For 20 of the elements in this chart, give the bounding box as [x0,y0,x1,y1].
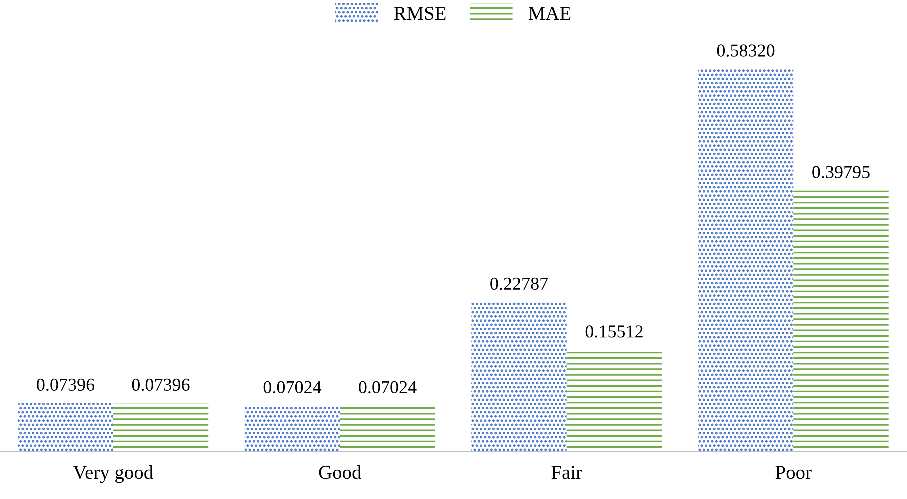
x-tick-label: Poor [776,466,812,480]
bar [18,403,114,452]
data-label: 0.07396 [37,378,95,392]
legend-label: RMSE [394,7,446,20]
bar [698,68,794,452]
data-label: 0.07024 [359,381,417,394]
data-label: 0.22787 [490,278,548,290]
data-label: 0.07396 [132,378,190,392]
bar [244,406,340,452]
bar [472,302,567,452]
data-label: 0.58320 [717,44,775,57]
data-label: 0.39795 [812,166,870,179]
data-label: 0.15512 [586,326,643,338]
x-tick-label: Very good [73,465,154,484]
data-label: 0.07024 [264,381,322,394]
bar [113,403,209,452]
x-tick-label: Fair [552,466,582,480]
x-tick-label: Good [319,465,362,480]
bar [566,350,662,452]
legend-label: MAE [528,7,571,20]
